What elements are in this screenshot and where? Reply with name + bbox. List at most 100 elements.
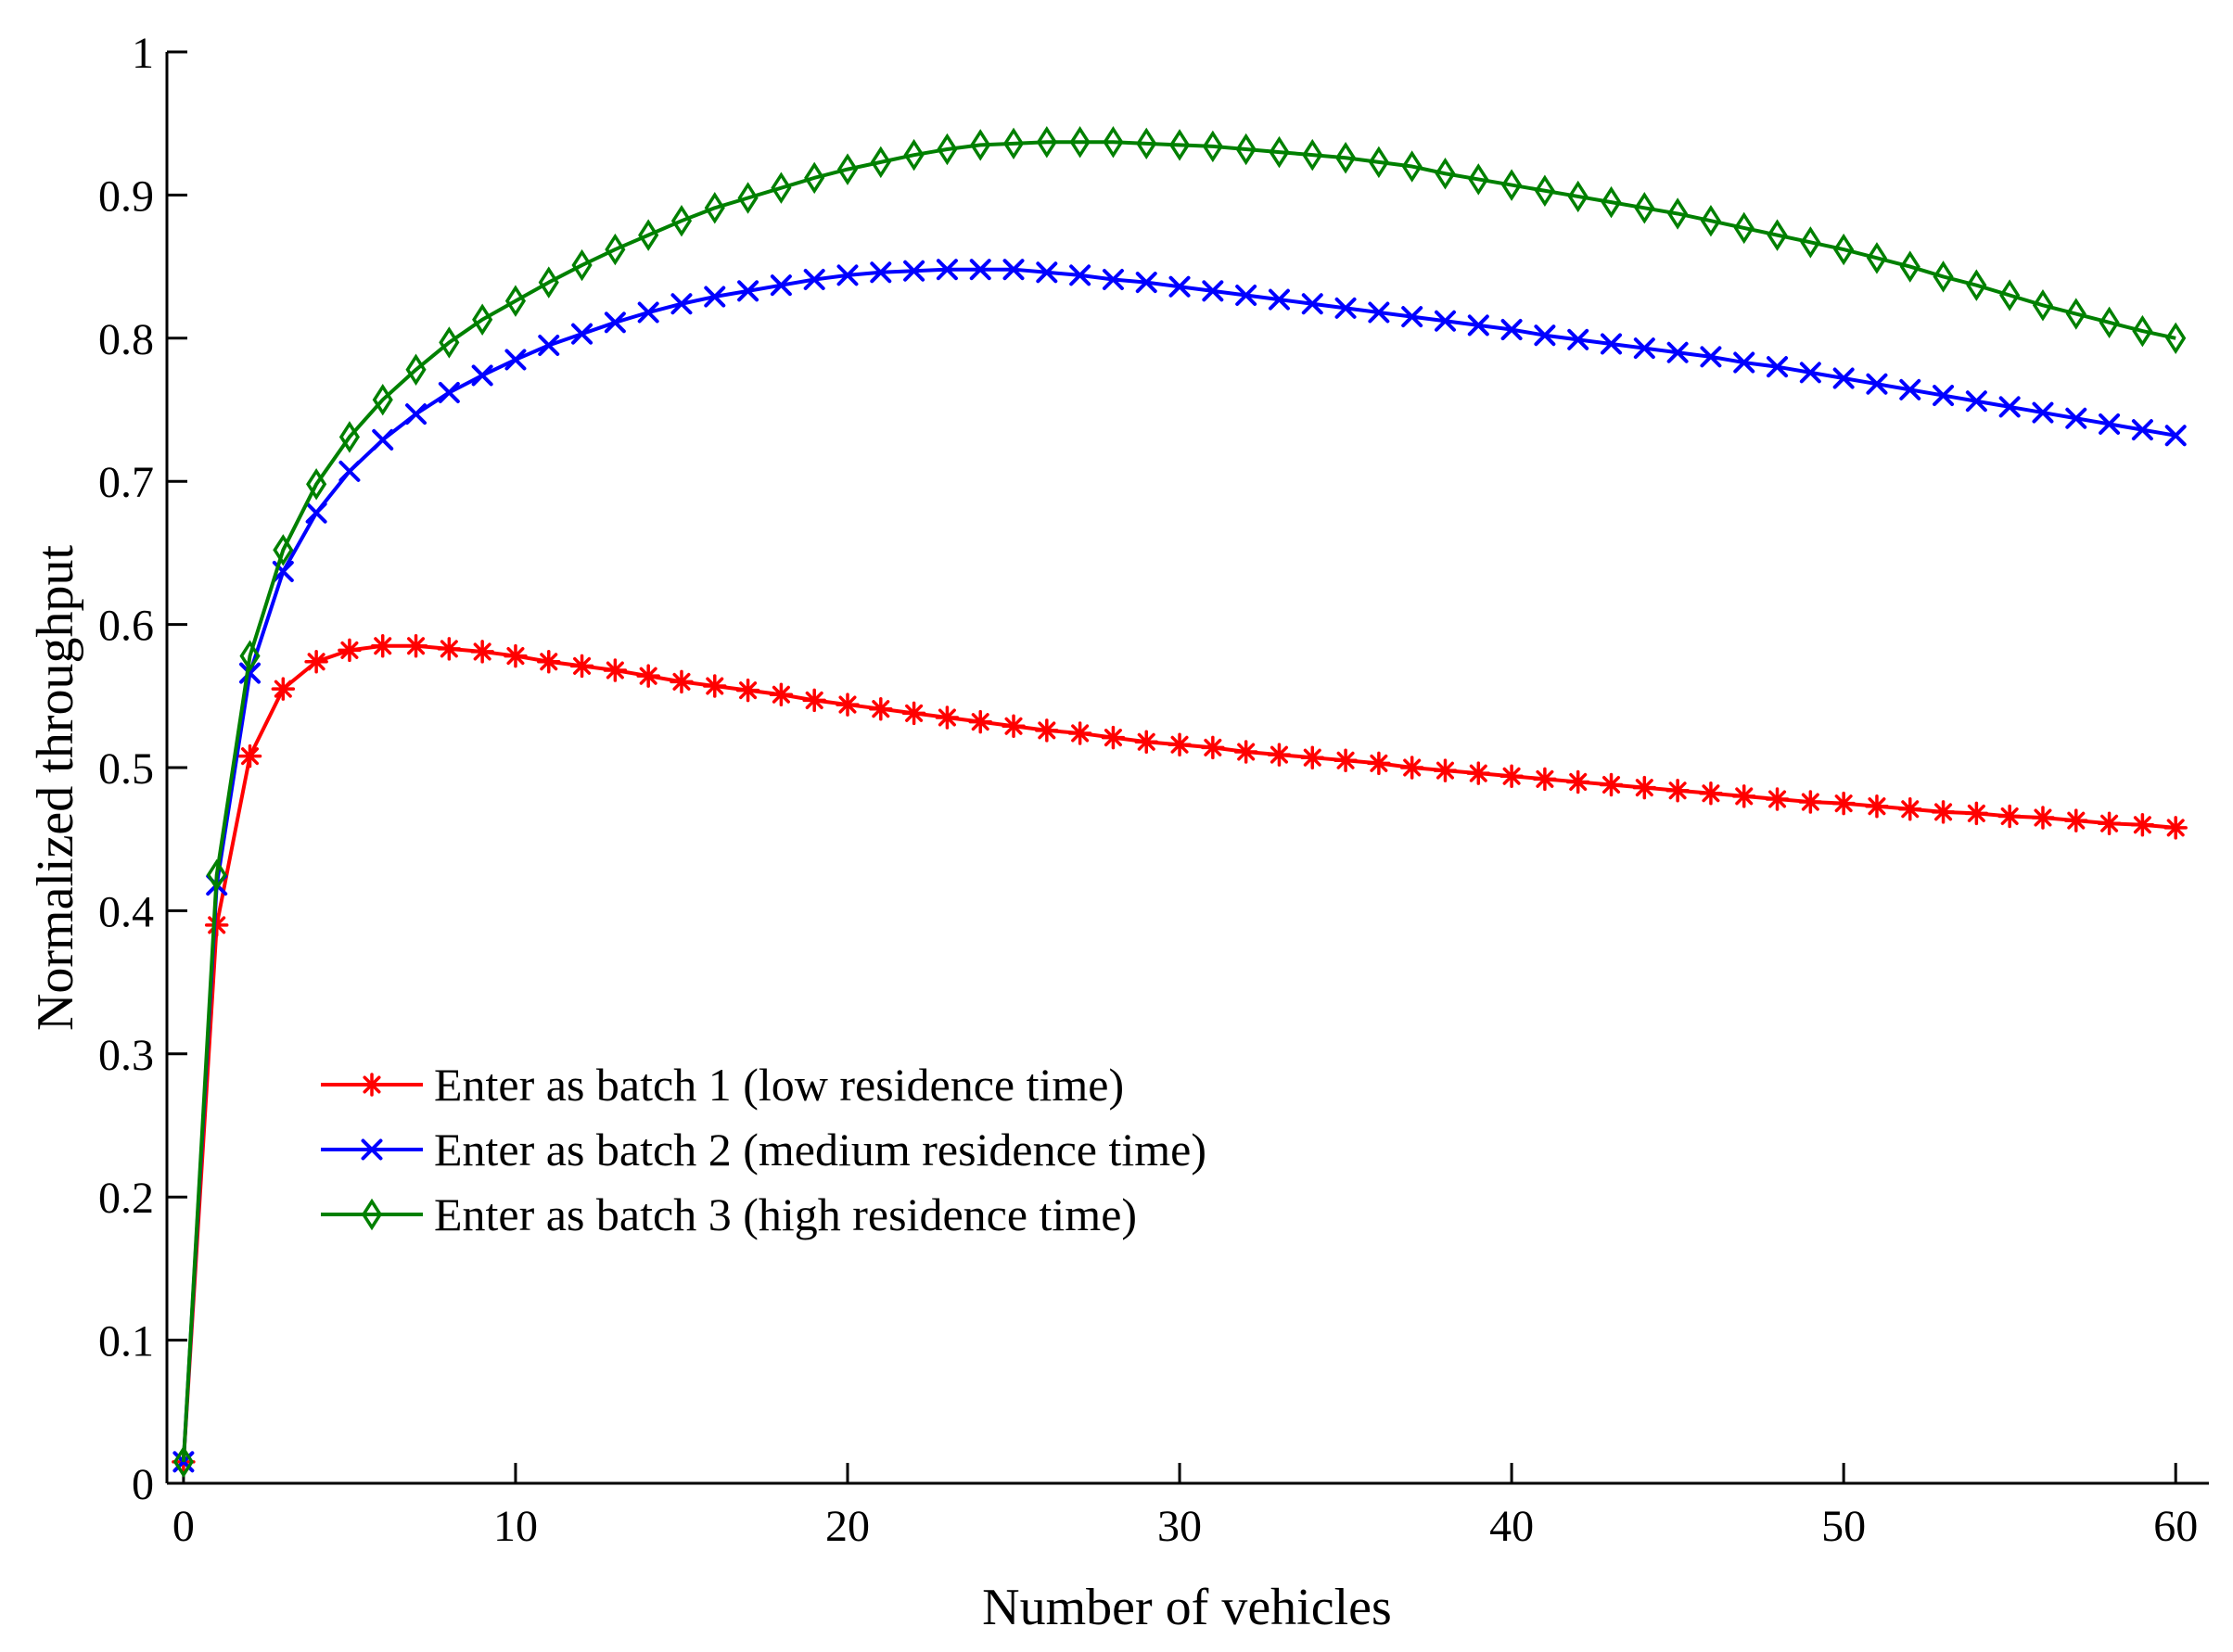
data-point bbox=[901, 701, 926, 726]
x-tick-label: 40 bbox=[1489, 1502, 1534, 1551]
data-point bbox=[1235, 284, 1257, 306]
data-point bbox=[1865, 794, 1889, 819]
data-point bbox=[2065, 407, 2087, 429]
data-point bbox=[1765, 787, 1790, 811]
series-line bbox=[181, 643, 2176, 1462]
data-point bbox=[472, 303, 493, 336]
data-point bbox=[2031, 806, 2055, 830]
data-point bbox=[2032, 289, 2054, 322]
y-tick-label: 0.9 bbox=[98, 172, 154, 221]
data-point bbox=[937, 133, 958, 166]
data-point bbox=[1399, 756, 1424, 780]
data-point bbox=[1300, 745, 1325, 769]
data-point bbox=[538, 335, 560, 357]
data-point bbox=[206, 858, 227, 892]
data-point bbox=[437, 637, 462, 661]
data-point bbox=[1434, 310, 1456, 332]
data-point bbox=[1235, 133, 1257, 166]
data-point bbox=[1367, 751, 1391, 776]
data-point bbox=[2131, 419, 2153, 441]
data-point bbox=[1898, 797, 1922, 821]
series-2 bbox=[172, 259, 2187, 1473]
data-point bbox=[1333, 748, 1358, 773]
data-point bbox=[1067, 721, 1092, 745]
data-point bbox=[737, 182, 759, 214]
data-point bbox=[1534, 324, 1556, 347]
data-point bbox=[2132, 314, 2153, 348]
data-point bbox=[403, 634, 428, 658]
data-point bbox=[1134, 730, 1158, 754]
data-point bbox=[370, 634, 395, 658]
data-point bbox=[1368, 301, 1390, 324]
legend-label: Enter as batch 1 (low residence time) bbox=[434, 1059, 1124, 1111]
data-point bbox=[204, 913, 229, 937]
data-point bbox=[1136, 127, 1157, 160]
data-point bbox=[1931, 800, 1956, 824]
data-point bbox=[770, 274, 792, 297]
data-point bbox=[1401, 150, 1423, 183]
data-point bbox=[1202, 130, 1223, 163]
y-tick-label: 0.5 bbox=[98, 744, 154, 794]
data-point bbox=[1102, 268, 1124, 290]
data-point bbox=[771, 172, 792, 204]
data-point bbox=[1334, 297, 1357, 319]
data-point bbox=[1632, 775, 1657, 800]
data-point bbox=[569, 654, 594, 679]
data-point bbox=[1202, 280, 1224, 302]
data-point bbox=[1667, 197, 1689, 230]
data-point bbox=[1833, 233, 1855, 266]
data-point bbox=[1699, 782, 1723, 806]
data-point bbox=[670, 204, 693, 237]
data-point bbox=[1069, 126, 1091, 159]
data-point bbox=[1567, 328, 1589, 350]
data-point bbox=[1567, 180, 1589, 213]
data-point bbox=[471, 364, 493, 387]
data-point bbox=[1435, 158, 1456, 190]
data-point bbox=[1767, 219, 1788, 251]
data-point bbox=[1999, 279, 2021, 311]
legend-marker bbox=[361, 1138, 383, 1161]
y-tick-label: 0.3 bbox=[98, 1031, 154, 1080]
data-point bbox=[969, 259, 991, 281]
data-point bbox=[2163, 816, 2188, 840]
legend-label: Enter as batch 2 (medium residence time) bbox=[434, 1124, 1206, 1175]
data-point bbox=[1798, 790, 1823, 814]
data-point bbox=[903, 138, 925, 172]
data-point bbox=[372, 428, 394, 451]
data-point bbox=[637, 301, 659, 324]
data-point bbox=[2099, 413, 2121, 435]
data-point bbox=[1666, 341, 1689, 363]
data-point bbox=[304, 649, 328, 674]
data-point bbox=[1533, 767, 1557, 792]
data-point bbox=[338, 421, 361, 453]
data-point bbox=[1168, 129, 1191, 161]
x-tick-label: 50 bbox=[1821, 1502, 1866, 1551]
data-point bbox=[338, 638, 362, 663]
y-tick-label: 0.6 bbox=[98, 602, 154, 651]
data-point bbox=[1800, 226, 1821, 259]
data-point bbox=[1201, 735, 1225, 760]
legend-entry-3: Enter as batch 3 (high residence time) bbox=[321, 1188, 1137, 1240]
data-point bbox=[803, 268, 825, 290]
data-point bbox=[1700, 204, 1722, 237]
data-point bbox=[537, 649, 561, 674]
data-point bbox=[1467, 314, 1489, 337]
data-point bbox=[1468, 163, 1489, 196]
data-point bbox=[1866, 373, 1888, 395]
data-point bbox=[670, 669, 694, 694]
data-point bbox=[1966, 269, 1987, 301]
data-point bbox=[1799, 362, 1821, 384]
data-point bbox=[1466, 761, 1491, 785]
data-point bbox=[1565, 769, 1590, 794]
series-line bbox=[181, 140, 2176, 1462]
series-layer bbox=[172, 126, 2188, 1479]
data-point bbox=[1002, 127, 1025, 160]
y-tick-label: 0.8 bbox=[98, 315, 154, 364]
data-point bbox=[604, 311, 626, 334]
data-point bbox=[1501, 169, 1523, 201]
data-point bbox=[1997, 804, 2022, 829]
data-point bbox=[2065, 298, 2086, 330]
data-point bbox=[1103, 126, 1124, 159]
y-axis-ticks: 0 0.1 0.2 0.3 0.4 0.5 0.6 0.7 0.8 0.9 1 bbox=[98, 29, 187, 1509]
